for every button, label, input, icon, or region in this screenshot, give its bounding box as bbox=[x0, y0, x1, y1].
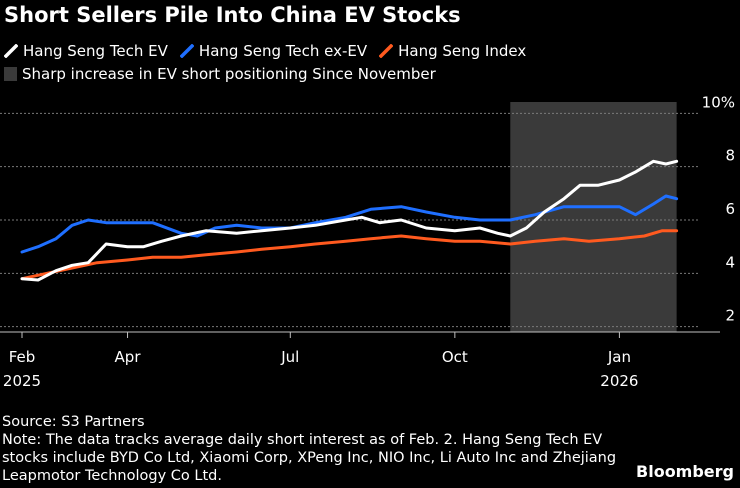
legend-swatch-shaded bbox=[4, 67, 17, 81]
series-line-hang-seng-tech-ev bbox=[20, 159, 679, 282]
y-tick-label: 10% bbox=[702, 93, 735, 111]
chart-note: Note: The data tracks average daily shor… bbox=[2, 432, 617, 484]
bloomberg-logo: Bloomberg bbox=[636, 462, 734, 481]
y-tick-label: 4 bbox=[725, 253, 735, 271]
x-tick-label: Feb bbox=[9, 348, 36, 366]
legend-swatch-tech-ev bbox=[4, 44, 18, 58]
x-tick-label: Jul bbox=[280, 348, 299, 366]
y-tick-label: 8 bbox=[725, 147, 735, 165]
chart-title: Short Sellers Pile Into China EV Stocks bbox=[4, 3, 461, 27]
y-tick-label: 2 bbox=[725, 307, 735, 325]
x-tick-year-label: 2025 bbox=[3, 372, 41, 390]
series-line-hang-seng-index bbox=[20, 229, 679, 281]
y-tick-label: 6 bbox=[725, 200, 735, 218]
source-note: Source: S3 Partners bbox=[2, 414, 145, 430]
legend-label-tech-ev: Hang Seng Tech EV bbox=[23, 42, 168, 60]
legend-swatch-hang-seng-index bbox=[379, 44, 394, 58]
footer: Source: S3 Partners Note: The data track… bbox=[2, 413, 622, 485]
x-tick-label: Apr bbox=[115, 348, 142, 366]
legend: Hang Seng Tech EV Hang Seng Tech ex-EV H… bbox=[4, 42, 538, 60]
legend-item-hang-seng-index: Hang Seng Index bbox=[379, 42, 526, 60]
legend-item-tech-ev: Hang Seng Tech EV bbox=[4, 42, 168, 60]
x-tick-year-label: 2026 bbox=[600, 372, 638, 390]
legend-label-hang-seng-index: Hang Seng Index bbox=[398, 42, 527, 60]
line-chart: 2 4 6 8 10% Feb 2025 Apr Jul Oct Jan 2026 bbox=[0, 93, 735, 390]
legend-swatch-tech-ex-ev bbox=[179, 44, 194, 58]
legend-label-tech-ex-ev: Hang Seng Tech ex-EV bbox=[198, 42, 368, 60]
x-tick-label: Jan bbox=[607, 348, 631, 366]
series-line-hang-seng-tech-ex-ev bbox=[20, 194, 679, 254]
legend-label-shaded: Sharp increase in EV short positioning S… bbox=[22, 65, 436, 83]
legend-item-tech-ex-ev: Hang Seng Tech ex-EV bbox=[179, 42, 368, 60]
x-tick-label: Oct bbox=[442, 348, 468, 366]
shaded-region bbox=[510, 102, 677, 332]
legend-shaded: Sharp increase in EV short positioning S… bbox=[4, 65, 436, 83]
